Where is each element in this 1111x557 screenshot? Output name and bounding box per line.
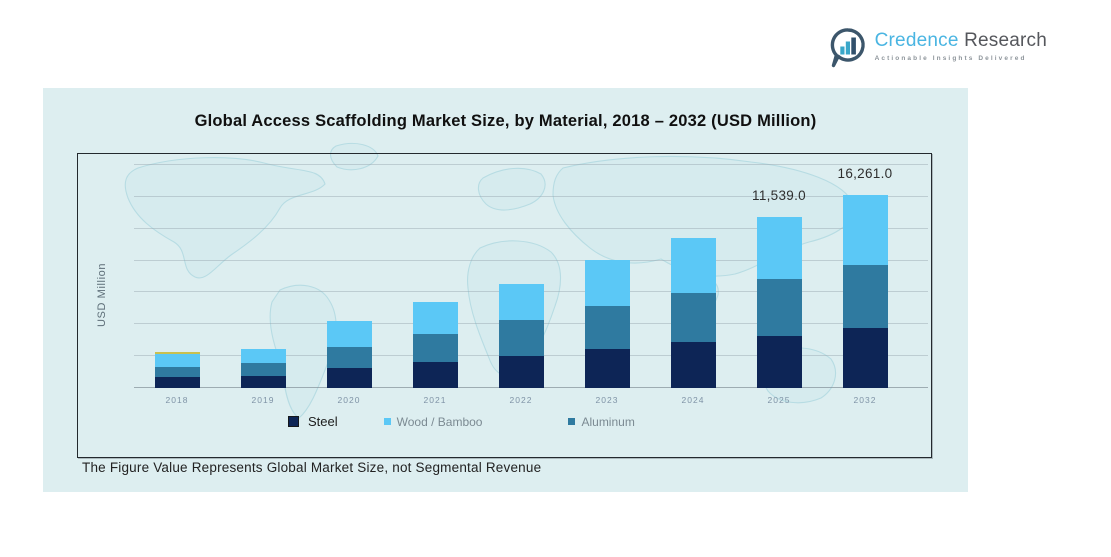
bar-2025-segment-wood-bamboo [756,216,802,279]
x-tick-label-2032: 2032 [853,395,877,405]
legend: Steel Wood / Bamboo Aluminum [288,414,635,429]
legend-label-aluminum: Aluminum [581,414,635,429]
bar-2018-segment-wood-bamboo [154,353,200,367]
bar-2032 [842,194,888,388]
bar-group-2018: 2018 [134,152,220,405]
bar-group-2032: 16,261.0 2032 [822,152,908,406]
x-tick-label-2023: 2023 [595,395,619,405]
bar-2022-segment-aluminum [498,320,544,356]
legend-marker-steel [288,416,299,427]
bars-area: 2018 2019 2020 2021 2022 2023 2024 11,539.0 2025… [134,152,908,406]
bar-2020-segment-steel [326,368,372,388]
bar-2023-segment-wood-bamboo [584,260,630,306]
bar-2022 [498,284,544,388]
chart-panel: Global Access Scaffolding Market Size, b… [43,88,968,492]
x-tick-label-2018: 2018 [165,395,189,405]
bar-2032-segment-aluminum [842,264,888,328]
bar-2019-segment-steel [240,375,286,388]
logo: Credence Research Actionable Insights De… [828,27,1047,69]
chart-box: USD Million 2018 2019 2020 2021 2022 2023 2024… [77,153,932,458]
legend-marker-wood-bamboo [383,418,391,425]
bar-2019-segment-wood-bamboo [240,348,286,363]
bar-2032-segment-wood-bamboo [842,194,888,265]
bar-2032-segment-steel [842,328,888,388]
bar-2021-segment-aluminum [412,333,458,362]
legend-item-aluminum: Aluminum [568,414,635,429]
logo-text: Credence Research Actionable Insights De… [875,27,1047,62]
x-tick-label-2025: 2025 [767,395,791,405]
gridline [134,164,928,166]
legend-item-steel: Steel [288,414,338,429]
x-tick-label-2022: 2022 [509,395,533,405]
bar-2018 [154,351,200,388]
bar-group-2020: 2020 [306,152,392,405]
bar-2019 [240,348,286,388]
logo-name: Credence Research [875,30,1047,52]
logo-tagline: Actionable Insights Delivered [874,55,1027,62]
bar-group-2024: 2024 [650,152,736,405]
bar-2021 [412,301,458,388]
footnote: The Figure Value Represents Global Marke… [82,460,542,475]
bar-2018-segment-steel [154,377,200,388]
x-tick-label-2024: 2024 [681,395,705,405]
bar-2020 [326,321,372,388]
bar-2024 [670,238,716,388]
bar-2018-top-cap [154,351,200,354]
bar-2024-segment-wood-bamboo [670,238,716,293]
bar-2022-segment-steel [498,355,544,388]
legend-item-wood-bamboo: Wood / Bamboo [383,414,483,429]
legend-marker-aluminum [568,418,576,425]
x-tick-label-2019: 2019 [251,395,275,405]
bar-2020-segment-aluminum [326,347,372,368]
logo-name-secondary: Research [964,30,1047,51]
bar-2022-segment-wood-bamboo [498,284,544,320]
bar-2025-segment-steel [756,335,802,388]
x-tick-label-2020: 2020 [337,395,361,405]
total-value-label-2025: 11,539.0 [752,187,806,203]
bar-group-2022: 2022 [478,152,564,405]
bar-2023 [584,260,630,388]
logo-bar-chart-bubble-icon [830,28,865,68]
bar-2021-segment-wood-bamboo [412,301,458,334]
gridline [134,195,928,197]
bar-group-2023: 2023 [564,152,650,405]
bar-2021-segment-steel [412,361,458,388]
total-value-label-2032: 16,261.0 [837,165,893,181]
legend-label-wood-bamboo: Wood / Bamboo [396,414,483,429]
bar-2020-segment-wood-bamboo [326,321,372,347]
bar-2025-segment-aluminum [756,278,802,336]
x-tick-label-2021: 2021 [423,395,447,405]
gridline [134,259,928,261]
legend-label-steel: Steel [308,414,338,429]
bar-group-2025: 11,539.0 2025 [736,152,822,406]
bar-group-2019: 2019 [220,152,306,405]
bar-2023-segment-steel [584,348,630,388]
bar-2025 [756,216,802,388]
bar-2018-segment-aluminum [154,366,200,377]
y-axis-label: USD Million [96,262,108,328]
bar-2023-segment-aluminum [584,306,630,349]
bar-2019-segment-aluminum [240,363,286,376]
bar-2024-segment-steel [670,342,716,388]
bar-2024-segment-aluminum [670,293,716,342]
chart-title: Global Access Scaffolding Market Size, b… [194,112,817,130]
bar-group-2021: 2021 [392,152,478,405]
logo-name-primary: Credence [874,30,959,51]
gridline [134,227,928,229]
